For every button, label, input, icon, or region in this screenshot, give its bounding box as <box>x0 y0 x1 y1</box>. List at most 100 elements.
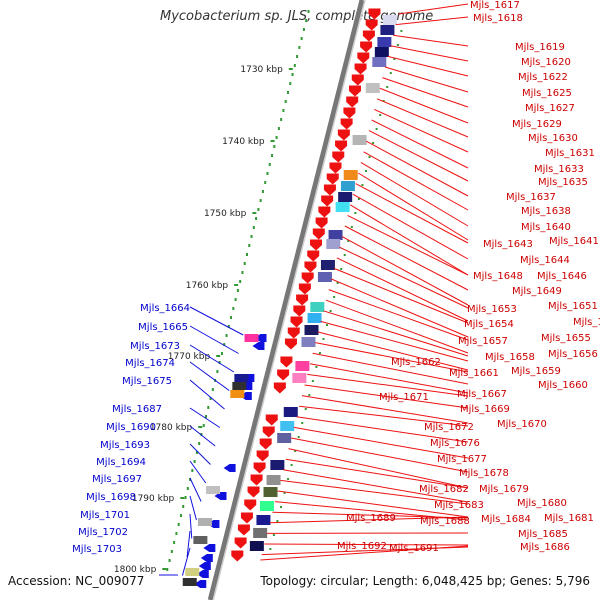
gene-label-right: Mjls_1678 <box>459 468 509 479</box>
scale-dot <box>209 397 212 400</box>
scale-dot <box>220 352 223 355</box>
gene-feature-box <box>232 382 247 390</box>
gene-label-right: Mjls_1652 <box>573 317 600 328</box>
label-leader-right <box>344 225 469 291</box>
scale-dot <box>227 325 230 328</box>
label-leader-right <box>352 193 469 260</box>
gene-label-right: Mjls_1638 <box>521 206 571 217</box>
gene-label-left: Mjls_1664 <box>140 303 190 314</box>
gene-arrow-forward <box>365 19 378 31</box>
gene-arrow-forward <box>284 338 297 350</box>
gene-feature-box <box>230 390 245 398</box>
gene-feature-box <box>277 433 292 443</box>
kbp-tick <box>198 426 203 428</box>
kbp-tick <box>216 355 221 357</box>
kbp-tick <box>270 140 275 142</box>
gene-arrow-reverse <box>198 562 211 570</box>
scale-dot <box>193 460 196 463</box>
gene-label-right: Mjls_1683 <box>434 500 484 511</box>
gene-feature-box <box>256 515 271 525</box>
label-leader-right <box>299 405 469 427</box>
gene-feature-box <box>283 407 298 417</box>
gene-feature-box <box>292 373 307 383</box>
gene-arrow-reverse <box>200 554 213 562</box>
label-leader-right <box>328 289 469 341</box>
gene-feature-box <box>206 486 221 494</box>
label-leader-right <box>374 108 469 153</box>
scale-dot <box>347 240 350 242</box>
gene-feature-box <box>340 181 355 191</box>
gene-arrow-forward <box>346 96 359 108</box>
scale-dot <box>300 37 303 40</box>
scale-dot <box>202 424 205 427</box>
scale-dot <box>186 487 189 490</box>
gene-label-left: Mjls_1703 <box>72 544 122 555</box>
kbp-tick <box>180 497 185 499</box>
genome-backbone-highlight <box>212 0 366 600</box>
topology-text: Topology: circular; Length: 6,048,425 bp… <box>260 574 590 588</box>
kbp-tick <box>234 284 239 286</box>
scale-dot <box>252 226 255 229</box>
gene-feature-box <box>259 501 274 511</box>
label-leader-right <box>382 77 469 108</box>
gene-arrow-forward <box>250 474 263 486</box>
gene-label-right: Mjls_1692 <box>337 541 387 552</box>
gene-feature-box <box>185 568 200 576</box>
gene-label-right: Mjls_1617 <box>470 0 520 11</box>
gene-feature-box <box>320 260 335 270</box>
scale-dot <box>268 163 271 166</box>
kbp-label: 1800 kbp <box>114 565 157 575</box>
gene-label-right: Mjls_1669 <box>460 404 510 415</box>
gene-arrow-forward <box>256 450 269 462</box>
gene-label-right: Mjls_1660 <box>538 380 588 391</box>
gene-feature-box <box>266 475 281 485</box>
gene-label-right: Mjls_1641 <box>549 236 599 247</box>
gene-arrow-forward <box>354 63 367 75</box>
gene-label-right: Mjls_1672 <box>424 422 474 433</box>
scale-dot <box>333 296 336 298</box>
label-leader-right <box>320 320 469 362</box>
gene-label-right: Mjls_1658 <box>485 352 535 363</box>
scale-dot <box>279 506 282 508</box>
gene-label-right: Mjls_1630 <box>528 133 578 144</box>
scale-dot <box>293 64 296 67</box>
scale-dot <box>372 142 375 144</box>
gene-arrow-forward <box>301 272 314 284</box>
label-leader-right <box>315 342 469 373</box>
scale-dot <box>177 523 180 526</box>
gene-arrow-forward <box>343 107 356 119</box>
scale-dot <box>191 469 194 472</box>
label-leader-right <box>371 119 469 169</box>
gene-feature-box <box>253 528 268 538</box>
gene-label-left: Mjls_1698 <box>86 492 136 503</box>
gene-label-right: Mjls_1649 <box>512 286 562 297</box>
scale-dot <box>250 235 253 238</box>
scale-dot <box>379 114 382 116</box>
gene-label-right: Mjls_1653 <box>467 304 517 315</box>
scale-dot <box>284 100 287 103</box>
scale-dot <box>276 520 279 522</box>
gene-label-right: Mjls_1676 <box>430 438 480 449</box>
scale-dot <box>302 28 305 31</box>
gene-arrow-forward <box>231 550 244 562</box>
gene-label-left: Mjls_1697 <box>92 474 142 485</box>
label-leader-right <box>277 490 469 518</box>
gene-arrow-reverse <box>196 570 209 578</box>
label-leader-right <box>296 416 469 443</box>
scale-dot <box>269 548 272 550</box>
scale-dot <box>198 442 201 445</box>
scale-dot <box>207 406 210 409</box>
gene-arrow-forward <box>323 184 336 196</box>
gene-label-right: Mjls_1651 <box>548 301 598 312</box>
scale-dot <box>277 127 280 130</box>
gene-feature-box <box>377 37 392 47</box>
label-leader-left <box>189 325 239 354</box>
label-leader-left <box>189 460 207 484</box>
label-leader-right <box>355 183 469 244</box>
label-leader-right <box>357 172 469 241</box>
label-leader-right <box>307 373 469 397</box>
kbp-label: 1760 kbp <box>186 281 229 291</box>
label-leader-left <box>189 306 244 336</box>
label-leader-right <box>349 204 469 276</box>
label-leader-right <box>398 3 469 15</box>
